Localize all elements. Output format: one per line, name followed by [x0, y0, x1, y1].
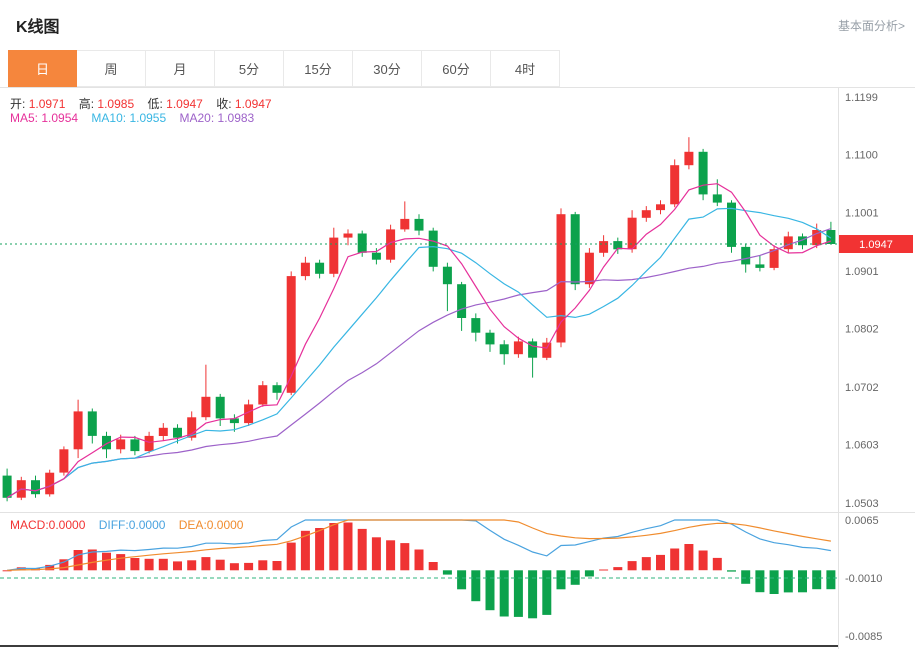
macd-value: 0.0000	[48, 518, 86, 532]
bottom-panel-edge	[0, 645, 838, 647]
macd-bars	[2, 522, 836, 619]
ma5-value: 1.0954	[41, 111, 79, 125]
tab-5min[interactable]: 5分	[215, 50, 284, 87]
tab-week[interactable]: 周	[77, 50, 146, 87]
tab-15min[interactable]: 15分	[284, 50, 353, 87]
ohlc-legend: 开: 1.0971 高: 1.0985 低: 1.0947 收: 1.0947	[10, 95, 282, 112]
diff-label: DIFF:	[98, 518, 129, 532]
price-chart[interactable]: 1.0947 1.1199 1.1100 1.1001 1.0901 1.0802 1.07…	[0, 88, 915, 512]
axis-separator	[838, 88, 839, 649]
ma5-label: MA5:	[10, 111, 39, 125]
diff-value: 0.0000	[128, 518, 166, 532]
page-title: K线图	[16, 19, 60, 36]
dea-line	[7, 519, 831, 571]
macd-legend: MACD:0.0000 DIFF:0.0000 DEA:0.0000	[10, 518, 253, 532]
macd-axis-label: -0.0010	[845, 573, 882, 585]
dea-value: 0.0000	[206, 518, 244, 532]
tab-month[interactable]: 月	[146, 50, 215, 87]
low-value: 1.0947	[166, 97, 203, 111]
price-axis-label: 1.0503	[845, 498, 879, 510]
panel-divider	[0, 512, 915, 513]
open-label: 开:	[10, 97, 26, 111]
price-axis-label: 1.1001	[845, 208, 879, 220]
svg-text:1.0947: 1.0947	[859, 239, 893, 251]
chart-area: 1.0947 1.1199 1.1100 1.1001 1.0901 1.0802 1.07…	[0, 88, 915, 649]
ma-legend: MA5: 1.0954 MA10: 1.0955 MA20: 1.0983	[10, 111, 264, 125]
ma20-line	[6, 228, 832, 499]
ma10-value: 1.0955	[129, 111, 167, 125]
header: K线图 基本面分析>	[0, 0, 915, 50]
close-value: 1.0947	[234, 97, 272, 111]
ma5-line	[6, 183, 832, 499]
timeframe-tabs: 日周月 5分 15分 30分 60分 4时	[0, 50, 915, 88]
ma10-line	[6, 207, 832, 499]
macd-chart[interactable]: 0.0065 -0.0010 -0.0085	[0, 512, 915, 649]
close-label: 收:	[216, 97, 232, 111]
ma20-value: 1.0983	[217, 111, 255, 125]
fundamental-analysis-link[interactable]: 基本面分析>	[837, 18, 905, 33]
macd-label: MACD:	[10, 518, 49, 532]
ma20-label: MA20:	[179, 111, 215, 125]
price-axis-label: 1.0702	[845, 382, 879, 394]
high-value: 1.0985	[97, 97, 135, 111]
ma10-label: MA10:	[91, 111, 127, 125]
macd-axis-label: 0.0065	[845, 515, 879, 527]
high-label: 高:	[78, 97, 95, 111]
low-label: 低:	[147, 97, 163, 111]
current-price-tag: 1.0947	[839, 235, 913, 253]
price-axis-labels: 1.1199 1.1100 1.1001 1.0901 1.0802 1.0702 1.06…	[845, 92, 879, 510]
macd-axis-label: -0.0085	[845, 631, 882, 643]
candles-layer	[2, 137, 836, 502]
price-axis-label: 1.1199	[845, 92, 878, 104]
tab-30min[interactable]: 30分	[353, 50, 422, 87]
macd-axis-labels: 0.0065 -0.0010 -0.0085	[845, 515, 882, 643]
open-value: 1.0971	[28, 97, 66, 111]
tab-60min[interactable]: 60分	[422, 50, 491, 87]
price-axis-label: 1.0901	[845, 266, 879, 278]
price-axis-label: 1.1100	[845, 150, 878, 162]
tab-4hour[interactable]: 4时	[491, 50, 560, 87]
price-axis-label: 1.0603	[845, 440, 879, 452]
tab-day[interactable]: 日	[8, 50, 77, 87]
price-axis-label: 1.0802	[845, 324, 879, 336]
dea-label: DEA:	[178, 518, 207, 532]
